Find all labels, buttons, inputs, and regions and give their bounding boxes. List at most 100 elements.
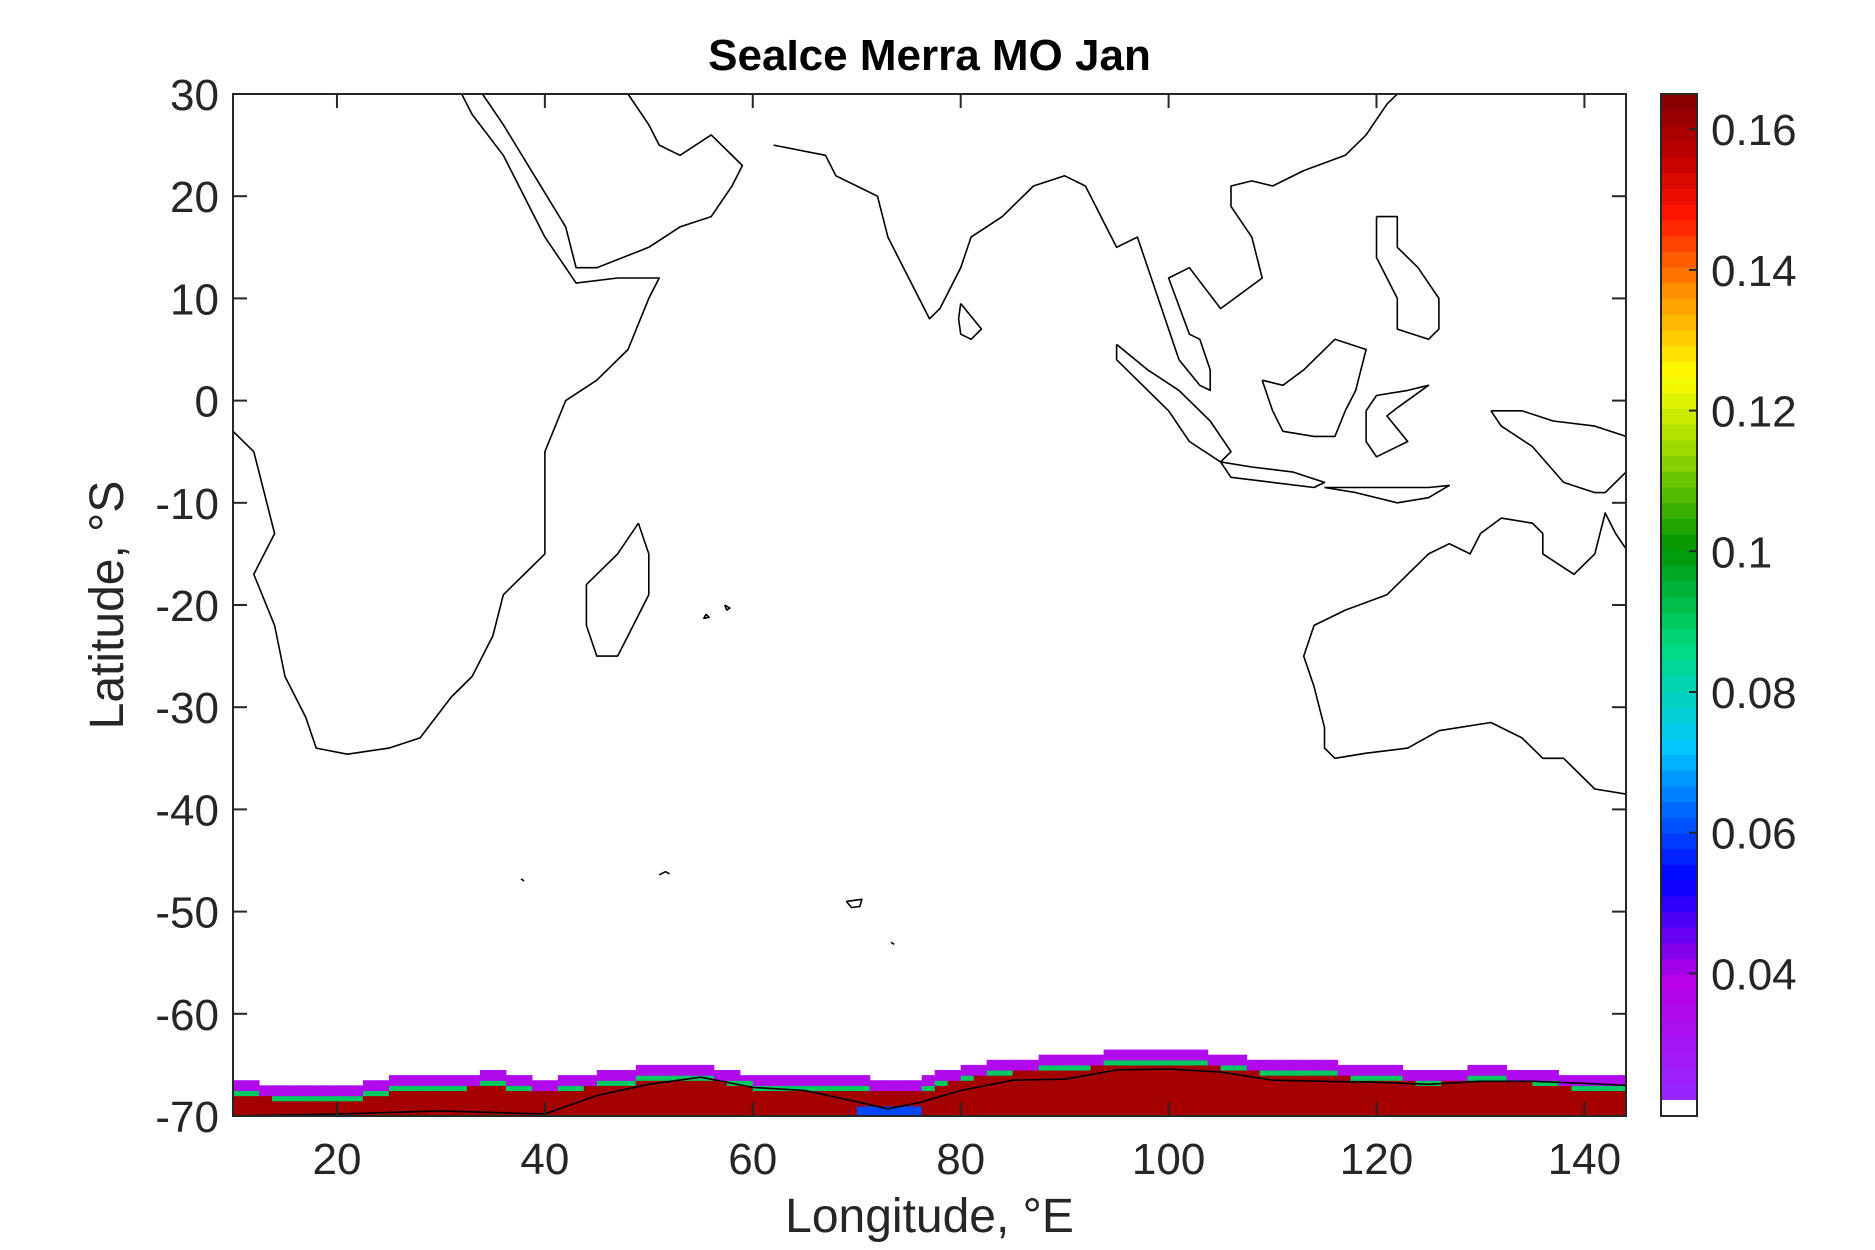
sea-ice-cell (1038, 1064, 1053, 1071)
sea-ice-cell (544, 1110, 559, 1116)
sea-ice-cell (1467, 1090, 1482, 1097)
sea-ice-cell (1506, 1105, 1521, 1112)
sea-ice-cell (233, 1080, 247, 1086)
sea-ice-cell (401, 1090, 416, 1097)
sea-ice-cell (479, 1090, 494, 1097)
sea-ice-cell (233, 1085, 247, 1092)
sea-ice-cell (1077, 1080, 1092, 1086)
sea-ice-cell (245, 1080, 260, 1086)
sea-ice-cell (1168, 1059, 1183, 1066)
sea-ice-cell (869, 1105, 884, 1112)
sea-ice-cell (1493, 1105, 1508, 1112)
sea-ice-cell (1194, 1075, 1209, 1081)
sea-ice-cell (1129, 1105, 1144, 1112)
sea-ice-cell (739, 1105, 754, 1112)
colorbar-bin (1661, 345, 1697, 362)
y-tick-label: -10 (155, 480, 219, 529)
sea-ice-cell (1363, 1100, 1378, 1107)
sea-ice-cell (1064, 1080, 1079, 1086)
sea-ice-cell (1532, 1085, 1547, 1092)
sea-ice-cell (830, 1110, 845, 1116)
sea-ice-cell (583, 1100, 598, 1107)
sea-ice-cell (466, 1095, 481, 1102)
colorbar-bin (1661, 1021, 1697, 1038)
sea-ice-cell (1194, 1110, 1209, 1116)
sea-ice-cell (323, 1095, 338, 1102)
sea-ice-cell (1116, 1095, 1131, 1102)
sea-ice-cell (1103, 1064, 1118, 1071)
sea-ice-cell (1038, 1080, 1053, 1086)
sea-ice-cell (1077, 1105, 1092, 1112)
colorbar-bin (1661, 958, 1697, 975)
sea-ice-cell (284, 1095, 299, 1102)
sea-ice-cell (661, 1070, 676, 1076)
sea-ice-cell (1272, 1095, 1287, 1102)
sea-ice-cell (934, 1105, 949, 1112)
sea-ice-cell (1506, 1085, 1521, 1092)
sea-ice-cell (1194, 1049, 1209, 1056)
sea-ice-cell (1441, 1070, 1456, 1076)
colorbar-tick-label: 0.08 (1711, 669, 1797, 718)
sea-ice-cell (466, 1105, 481, 1112)
sea-ice-cell (1584, 1110, 1599, 1116)
sea-ice-cell (999, 1090, 1014, 1097)
sea-ice-cell (349, 1100, 364, 1107)
sea-ice-cell (401, 1075, 416, 1081)
sea-ice-cell (1155, 1110, 1170, 1116)
sea-ice-cell (1376, 1075, 1391, 1081)
sea-ice-cell (505, 1095, 520, 1102)
sea-ice-cell (1103, 1110, 1118, 1116)
sea-ice-cell (1012, 1080, 1027, 1086)
sea-ice-cell (375, 1110, 390, 1116)
sea-ice-cell (1025, 1070, 1040, 1076)
sea-ice-cell (739, 1095, 754, 1102)
sea-ice-cell (674, 1105, 689, 1112)
sea-ice-cell (1415, 1110, 1430, 1116)
sea-ice-cell (973, 1085, 988, 1092)
sea-ice-cell (1233, 1070, 1248, 1076)
sea-ice-cell (1103, 1049, 1118, 1056)
sea-ice-cell (1389, 1100, 1404, 1107)
sea-ice-cell (1597, 1090, 1612, 1097)
sea-ice-cell (895, 1105, 910, 1112)
sea-ice-cell (869, 1090, 884, 1097)
sea-ice-cell (947, 1080, 962, 1086)
sea-ice-cell (362, 1095, 377, 1102)
sea-ice-cell (1220, 1085, 1235, 1092)
sea-ice-cell (233, 1110, 247, 1116)
sea-ice-cell (765, 1100, 780, 1107)
sea-ice-cell (1493, 1080, 1508, 1086)
sea-ice-cell (726, 1090, 741, 1097)
sea-ice-cell (258, 1105, 273, 1112)
sea-ice-cell (648, 1095, 663, 1102)
sea-ice-cell (934, 1090, 949, 1097)
sea-ice-cell (791, 1110, 806, 1116)
colorbar-bin (1661, 769, 1697, 787)
sea-ice-cell (1116, 1049, 1131, 1056)
sea-ice-cell (1051, 1105, 1066, 1112)
sea-ice-cell (1441, 1075, 1456, 1081)
sea-ice-cell (1311, 1105, 1326, 1112)
sea-ice-cell (765, 1095, 780, 1102)
sea-ice-cell (1545, 1090, 1560, 1097)
sea-ice-cell (570, 1110, 585, 1116)
colorbar-bin (1661, 927, 1697, 944)
sea-ice-cell (999, 1105, 1014, 1112)
sea-ice-cell (1454, 1090, 1469, 1097)
sea-ice-cell (1298, 1100, 1313, 1107)
sea-ice-cell (960, 1105, 975, 1112)
sea-ice-cell (1311, 1070, 1326, 1076)
sea-ice-cell (635, 1085, 650, 1092)
sea-ice-cell (1376, 1085, 1391, 1092)
sea-ice-cell (973, 1105, 988, 1112)
sea-ice-cell (1181, 1064, 1196, 1071)
sea-ice-cell (1493, 1095, 1508, 1102)
y-tick-label: -30 (155, 684, 219, 733)
sea-ice-cell (1116, 1110, 1131, 1116)
sea-ice-cell (1116, 1085, 1131, 1092)
sea-ice-cell (1428, 1075, 1443, 1081)
sea-ice-cell (1285, 1095, 1300, 1102)
sea-ice-cell (479, 1095, 494, 1102)
sea-ice-cell (1207, 1090, 1222, 1097)
sea-ice-cell (531, 1080, 546, 1086)
